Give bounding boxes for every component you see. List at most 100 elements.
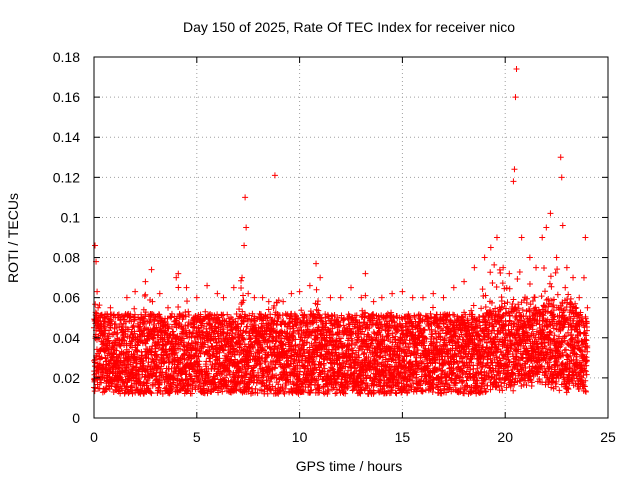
data-point: [237, 339, 244, 346]
data-point: [274, 345, 281, 352]
data-point: [474, 365, 481, 372]
data-point: [107, 324, 114, 331]
data-point: [207, 358, 214, 365]
data-point: [273, 322, 280, 329]
data-point: [226, 368, 233, 375]
data-point: [150, 321, 157, 328]
data-point: [195, 361, 202, 368]
data-point: [104, 345, 111, 352]
data-point: [308, 386, 315, 393]
data-point: [238, 284, 245, 291]
data-point: [118, 312, 125, 319]
data-point: [155, 364, 162, 371]
data-point: [147, 389, 154, 396]
data-point: [91, 377, 98, 384]
chart-title: Day 150 of 2025, Rate Of TEC Index for r…: [183, 19, 515, 35]
data-point: [290, 328, 297, 335]
data-point: [187, 372, 194, 379]
data-point: [161, 358, 168, 365]
data-point: [264, 315, 271, 322]
data-point: [168, 310, 175, 317]
data-point: [122, 318, 129, 325]
data-point: [123, 364, 130, 371]
data-point: [185, 308, 192, 315]
data-point: [335, 344, 342, 351]
data-point: [300, 388, 307, 395]
data-point: [94, 376, 101, 383]
data-point: [215, 314, 222, 321]
data-point: [316, 385, 323, 392]
data-point: [153, 376, 160, 382]
data-point: [95, 335, 102, 342]
data-point: [173, 349, 180, 356]
data-point: [313, 319, 320, 326]
data-point: [211, 312, 218, 319]
data-point: [233, 347, 240, 354]
data-point: [141, 374, 148, 381]
data-point: [175, 303, 182, 310]
data-point: [145, 385, 152, 392]
data-point: [282, 385, 289, 392]
data-point: [470, 302, 477, 309]
data-point: [108, 317, 115, 324]
data-point: [118, 321, 125, 328]
data-point: [205, 370, 212, 377]
data-point: [271, 365, 278, 372]
data-point: [168, 365, 175, 372]
data-point: [346, 332, 353, 339]
data-point: [161, 319, 168, 326]
data-point: [128, 318, 135, 325]
data-point: [233, 385, 240, 392]
data-point: [338, 364, 345, 371]
data-point: [281, 320, 288, 327]
data-point: [280, 318, 287, 325]
data-point: [240, 336, 247, 343]
data-point: [349, 337, 356, 344]
data-point: [333, 379, 340, 386]
data-point: [314, 335, 321, 342]
data-point: [227, 378, 234, 385]
data-point: [212, 375, 219, 382]
data-point: [257, 360, 264, 367]
data-point: [142, 291, 149, 298]
data-point: [299, 353, 306, 360]
data-point: [184, 341, 191, 348]
data-point: [339, 350, 346, 357]
data-point: [219, 323, 226, 330]
data-point: [224, 311, 231, 318]
data-point: [172, 344, 179, 351]
data-point: [283, 381, 290, 388]
data-point: [185, 357, 191, 364]
data-point: [275, 315, 282, 322]
data-point: [92, 301, 99, 308]
data-point: [259, 344, 266, 351]
data-point: [159, 369, 166, 376]
data-point: [149, 310, 156, 317]
data-point: [126, 389, 133, 396]
data-point: [127, 312, 134, 319]
data-point: [338, 312, 345, 319]
data-point: [489, 280, 496, 287]
data-point: [244, 323, 251, 330]
data-point: [276, 357, 283, 364]
data-point: [305, 349, 312, 356]
data-points: [91, 66, 591, 397]
data-point: [307, 387, 314, 394]
data-point: [306, 317, 313, 324]
data-point: [493, 284, 500, 291]
data-point: [320, 362, 327, 369]
data-point: [321, 365, 328, 372]
data-point: [325, 387, 332, 394]
data-point: [345, 367, 352, 374]
data-point: [98, 379, 105, 386]
data-point: [249, 368, 256, 375]
data-point: [479, 286, 486, 293]
data-point: [324, 383, 331, 390]
data-point: [313, 286, 320, 293]
data-point: [283, 368, 290, 375]
data-point: [342, 390, 349, 397]
data-point: [219, 388, 226, 395]
data-point: [129, 390, 136, 397]
data-point: [165, 325, 172, 332]
